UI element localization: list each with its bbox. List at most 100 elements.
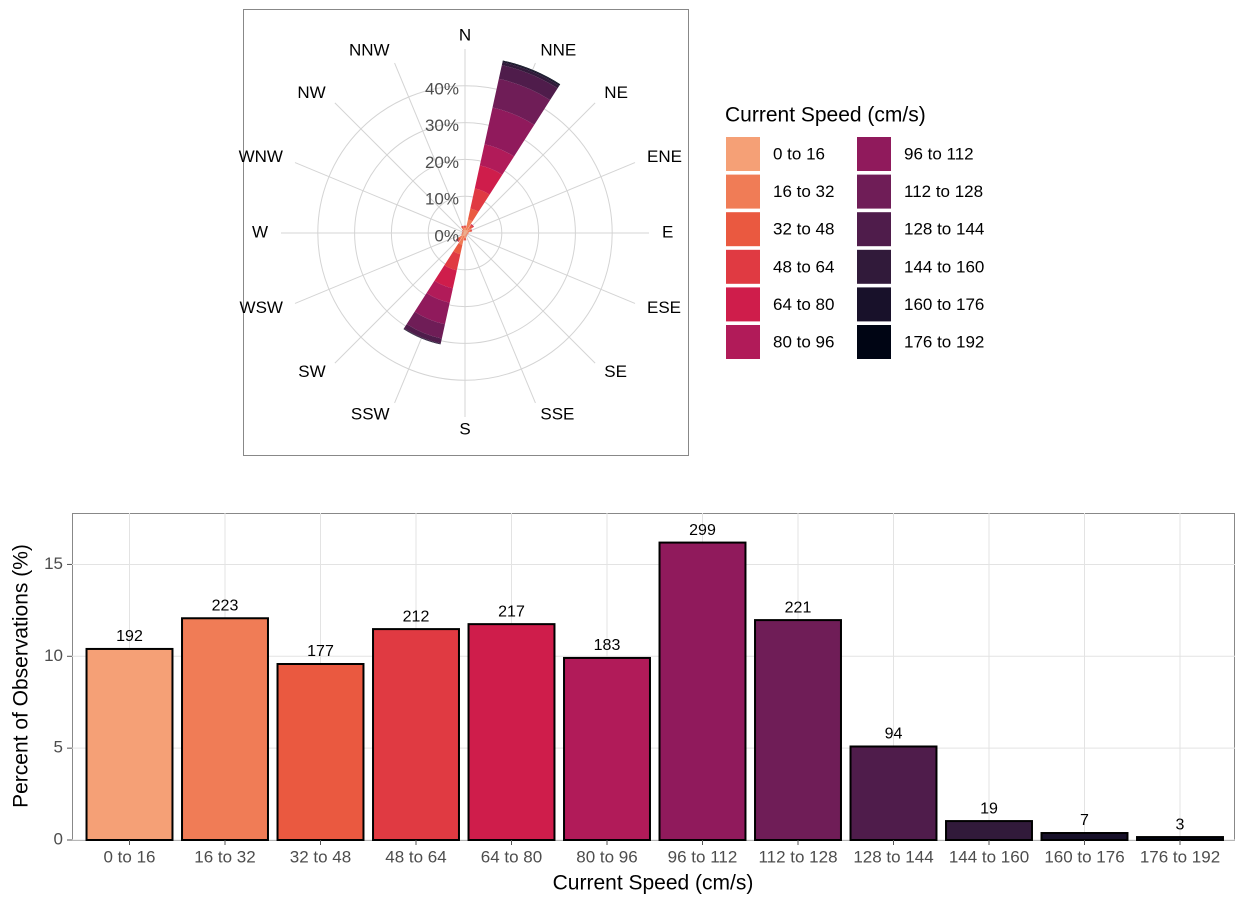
legend-swatch <box>857 212 891 247</box>
rose-segment <box>501 62 560 89</box>
rose-segment <box>484 107 535 157</box>
direction-label: NNE <box>540 40 576 59</box>
bar <box>563 656 651 841</box>
y-tick-label: 0 <box>54 829 63 848</box>
count-label: 221 <box>785 599 812 616</box>
legend-label: 144 to 160 <box>904 257 984 276</box>
rose-segment <box>463 226 467 228</box>
legend-label: 16 to 32 <box>773 182 834 201</box>
legend-title: Current Speed (cm/s) <box>725 104 926 127</box>
legend-label: 64 to 80 <box>773 295 834 314</box>
rose-segment <box>465 229 469 233</box>
rose-segment <box>434 265 457 289</box>
direction-label: NNW <box>349 40 390 59</box>
legend-label: 160 to 176 <box>904 295 984 314</box>
spoke <box>334 102 466 234</box>
rose-segment <box>414 293 450 325</box>
rose-segment <box>403 328 441 345</box>
r-tick-label: 10% <box>425 190 459 209</box>
r-tick-label: 20% <box>425 153 459 172</box>
legend-swatch <box>726 212 760 247</box>
x-tick-label: 128 to 144 <box>853 847 933 866</box>
rose-segment <box>492 78 551 125</box>
legend-label: 112 to 128 <box>904 182 983 201</box>
rose-segment <box>463 238 467 240</box>
rose-segment <box>463 232 465 234</box>
rose-segment <box>455 238 460 243</box>
legend-swatch <box>726 325 760 359</box>
rose-segment <box>467 227 471 231</box>
y-tick-label: 5 <box>54 738 63 757</box>
legend-label: 0 to 16 <box>773 144 825 163</box>
spoke <box>464 102 596 234</box>
rose-segment <box>464 227 466 231</box>
r-tick-label: 30% <box>425 116 459 135</box>
bar <box>1040 832 1129 842</box>
direction-label: S <box>459 419 470 438</box>
rose-segment <box>465 233 468 236</box>
count-label: 217 <box>498 603 525 620</box>
count-label: 177 <box>307 643 334 660</box>
r-tick-label: 40% <box>425 79 459 98</box>
rose-segment <box>461 233 463 235</box>
direction-label: SSW <box>351 404 390 423</box>
rose-segment <box>470 229 473 232</box>
rose-segment <box>462 230 464 232</box>
count-label: 212 <box>403 608 430 625</box>
legend-swatch <box>857 249 891 284</box>
rose-segment <box>464 230 466 233</box>
rose-segment <box>469 229 472 232</box>
x-tick-label: 0 to 16 <box>104 847 156 866</box>
legend-swatch <box>857 137 891 171</box>
legend-swatch <box>726 174 760 209</box>
rose-segment <box>470 224 474 228</box>
direction-label: NE <box>604 83 628 102</box>
spoke <box>394 62 466 234</box>
rose-segment <box>458 235 465 245</box>
rose-segment <box>465 232 467 234</box>
rose-segment <box>474 165 503 195</box>
count-label: 7 <box>1080 812 1089 829</box>
bar <box>658 541 747 841</box>
rose-segment <box>462 233 464 235</box>
rose-segment <box>453 243 463 255</box>
x-tick-label: 80 to 96 <box>576 847 637 866</box>
legend-label: 176 to 192 <box>904 332 984 351</box>
rose-segment <box>465 234 467 236</box>
rose-segment <box>470 223 475 228</box>
rose-segment <box>467 232 469 234</box>
x-tick-label: 176 to 192 <box>1140 847 1220 866</box>
spoke <box>464 232 636 304</box>
direction-label: SSE <box>540 404 574 423</box>
rose-segment <box>463 233 465 234</box>
rose-segment <box>463 239 467 241</box>
rose-segment <box>470 188 490 212</box>
legend-swatch <box>857 325 891 359</box>
rose-segment <box>479 144 515 175</box>
x-tick-label: 112 to 128 <box>758 847 837 866</box>
rose-segment <box>463 231 465 233</box>
rose-segment <box>459 235 463 239</box>
legend-label: 32 to 48 <box>773 220 834 239</box>
rose-segment <box>462 231 464 233</box>
x-tick-label: 32 to 48 <box>290 847 351 866</box>
legend-swatch <box>726 287 760 322</box>
rose-segment <box>457 236 462 241</box>
rose-segment <box>463 232 465 233</box>
rose-segment <box>462 227 465 231</box>
rose-segment <box>464 235 466 239</box>
legend-label: 96 to 112 <box>904 144 974 163</box>
count-label: 223 <box>212 597 239 614</box>
rose-segment <box>498 65 558 101</box>
x-tick-label: 48 to 64 <box>385 847 446 866</box>
x-axis-title: Current Speed (cm/s) <box>553 872 754 895</box>
rose-segment <box>466 233 468 235</box>
bar <box>849 745 938 841</box>
bar <box>467 623 556 841</box>
direction-label: NW <box>297 83 325 102</box>
rose-segment <box>462 231 463 233</box>
bar <box>85 647 174 842</box>
direction-label: SW <box>298 362 325 381</box>
rose-segment <box>464 233 466 236</box>
rose-segment <box>461 229 464 232</box>
